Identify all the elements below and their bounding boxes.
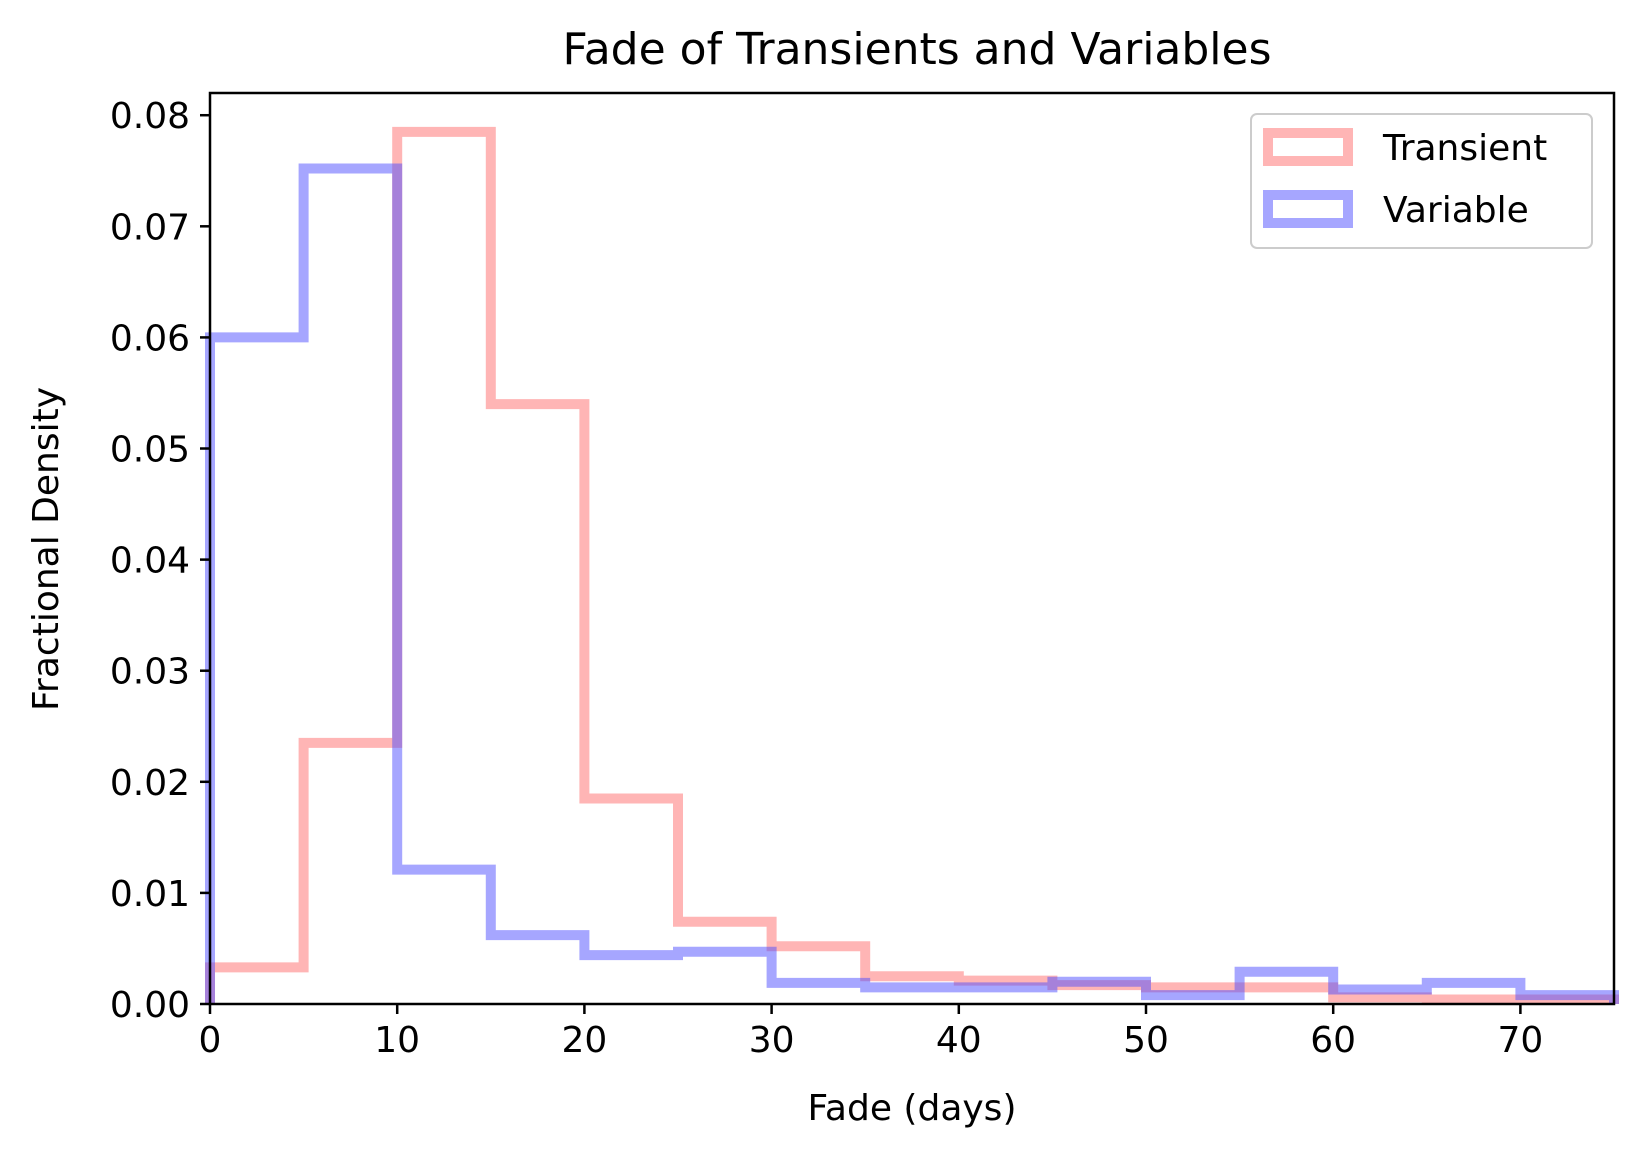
x-tick-label: 20 (561, 1020, 607, 1061)
legend-label-transient: Transient (1382, 128, 1547, 169)
y-tick-label: 0.06 (110, 318, 190, 359)
y-tick-label: 0.05 (110, 430, 190, 471)
y-tick-label: 0.03 (110, 652, 190, 693)
x-tick-label: 10 (374, 1020, 420, 1061)
x-tick-label: 60 (1310, 1020, 1356, 1061)
x-tick-label: 40 (936, 1020, 982, 1061)
y-tick-label: 0.00 (110, 985, 190, 1026)
x-axis-label: Fade (days) (808, 1088, 1017, 1129)
y-axis-ticks: 0.00 0.01 0.02 0.03 0.04 0.05 0.06 0.07 0.08 (110, 96, 210, 1026)
legend-label-variable: Variable (1383, 190, 1529, 231)
x-tick-label: 70 (1497, 1020, 1543, 1061)
y-tick-label: 0.02 (110, 763, 190, 804)
x-axis-ticks: 0 10 20 30 40 50 60 70 (199, 1004, 1543, 1061)
legend-swatch-transient (1263, 128, 1353, 166)
legend-items: Transient Variable (1263, 128, 1547, 231)
x-tick-label: 0 (199, 1020, 222, 1061)
series-layer (205, 126, 1619, 1005)
y-tick-label: 0.04 (110, 541, 190, 582)
y-axis-label: Fractional Density (26, 387, 67, 711)
y-tick-label: 0.08 (110, 96, 190, 137)
plot-frame (208, 91, 1616, 1006)
series-variable-step-line (205, 163, 1619, 1004)
y-tick-label: 0.01 (110, 874, 190, 915)
legend: Transient Variable (1250, 113, 1593, 249)
legend-swatch-variable (1263, 190, 1353, 228)
chart-title: Fade of Transients and Variables (562, 24, 1271, 75)
x-tick-label: 30 (749, 1020, 795, 1061)
y-tick-label: 0.07 (110, 207, 190, 248)
legend-box (1250, 113, 1593, 249)
x-tick-label: 50 (1123, 1020, 1169, 1061)
